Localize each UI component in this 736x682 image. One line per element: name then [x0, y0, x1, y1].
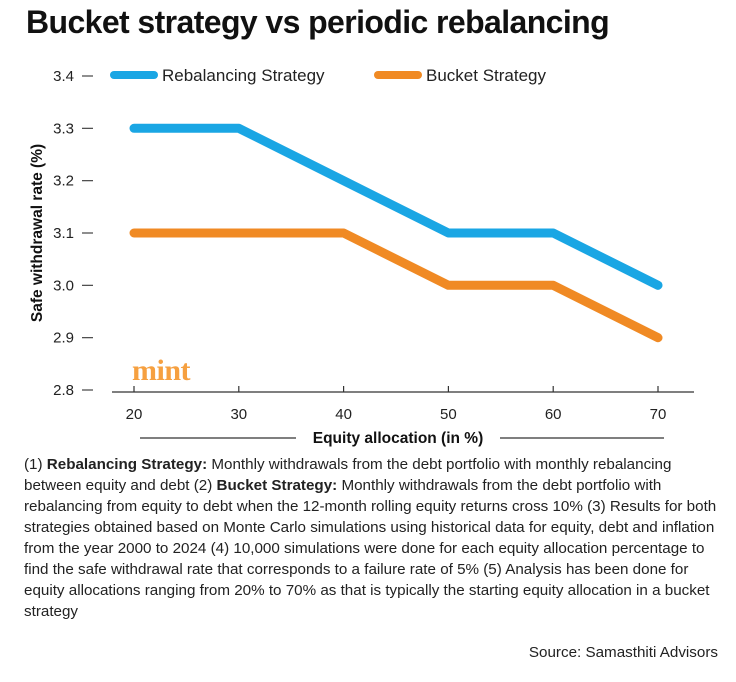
y-tick-label: 3.1	[53, 225, 74, 242]
x-tick-label: 60	[545, 406, 562, 423]
line-chart: 2.8 2.9 3.0 3.1 3.2 3.3 3.4 20 30 40 50 60 70 Equity …	[29, 66, 694, 447]
legend-label-2: Bucket Strategy	[426, 66, 547, 85]
footnote-term: Rebalancing Strategy:	[46, 456, 208, 473]
footnote-term: Bucket Strategy:	[216, 477, 338, 494]
source-credit: Source: Samasthiti Advisors	[528, 644, 718, 661]
y-axis-title: Safe withdrawal rate (%)	[29, 144, 46, 322]
y-tick-label: 3.3	[53, 120, 74, 137]
x-tick-label: 40	[335, 406, 352, 423]
x-axis-title: Equity allocation (in %)	[313, 430, 484, 447]
x-tick-label: 50	[440, 406, 457, 423]
footnotes: (1) Rebalancing Strategy: Monthly withdr…	[24, 454, 720, 622]
footnote-text: Monthly withdrawals from the debt portfo…	[24, 477, 717, 620]
x-tick-label: 20	[126, 406, 143, 423]
y-tick-label: 3.0	[53, 277, 74, 294]
series-line-1	[129, 123, 663, 290]
footnote-text: (1)	[24, 456, 47, 473]
chart-title: Bucket strategy vs periodic rebalancing	[26, 4, 610, 40]
legend-label-1: Rebalancing Strategy	[162, 66, 325, 85]
y-tick-label: 2.8	[53, 382, 74, 399]
y-tick-label: 3.2	[53, 173, 74, 190]
y-tick-label: 2.9	[53, 330, 74, 347]
y-tick-label: 3.4	[53, 68, 74, 85]
x-tick-label: 30	[230, 406, 247, 423]
footnote-text: Monthly withdrawals from the debt portfo…	[24, 456, 672, 494]
brand-logo: mint	[132, 354, 191, 387]
x-tick-label: 70	[650, 406, 667, 423]
series-line-2	[129, 228, 663, 343]
